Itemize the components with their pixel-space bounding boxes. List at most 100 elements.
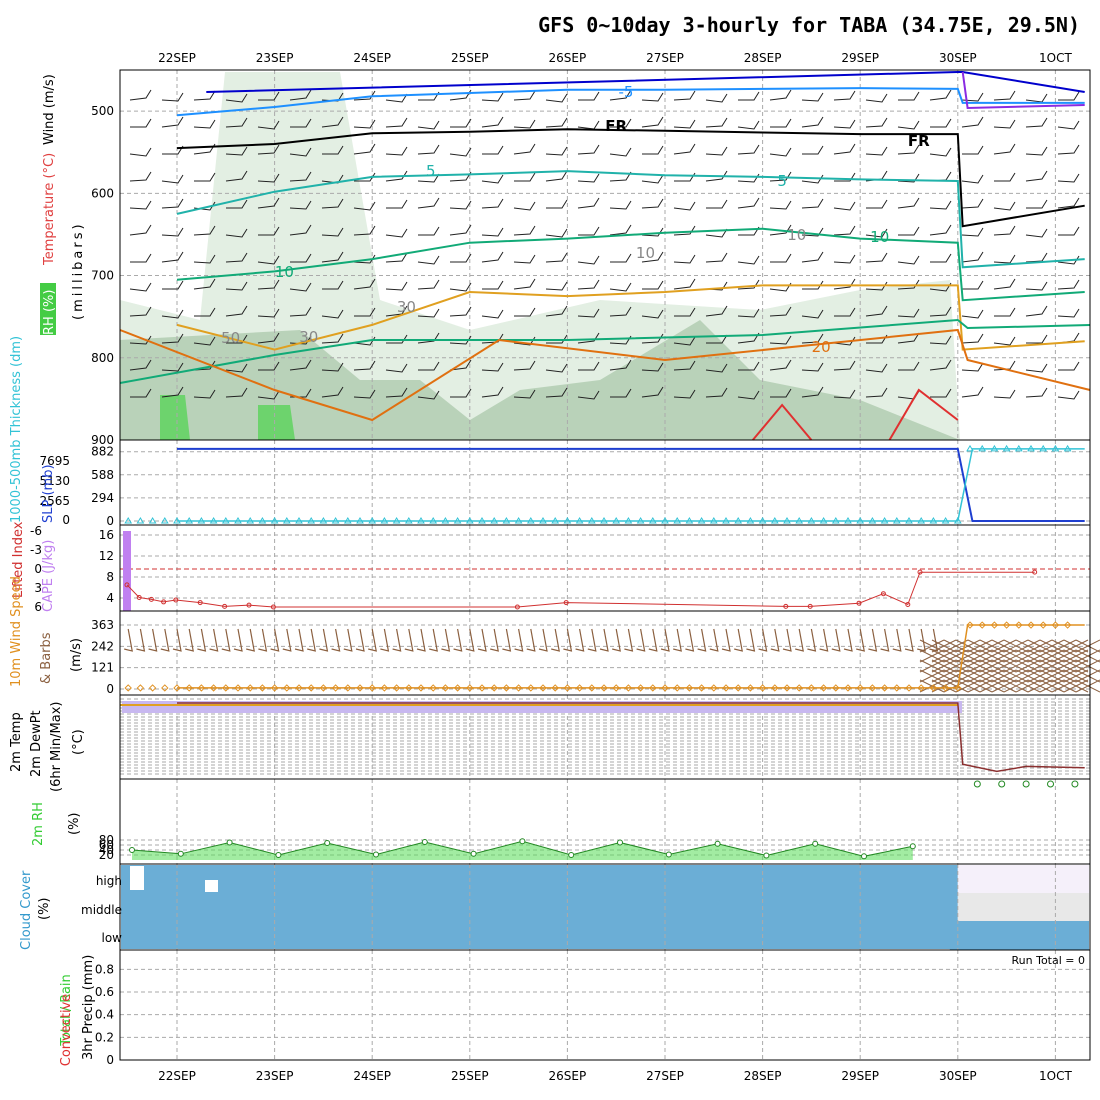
wind-speed-marker [514, 684, 523, 692]
thickness-marker [819, 517, 828, 524]
thickness-marker [380, 517, 389, 524]
thickness-marker [795, 517, 804, 524]
wind-barb [225, 281, 248, 291]
wind-barb [807, 628, 817, 652]
wind-barb [834, 172, 856, 182]
wind-barb [897, 197, 920, 209]
wind-speed-marker [636, 684, 645, 692]
wind-barb [385, 281, 408, 291]
wind-speed-marker [624, 684, 633, 692]
wind-barb [258, 361, 280, 371]
wind-barb [161, 333, 184, 344]
y-tick-label: 0 [106, 514, 114, 528]
thickness-marker [917, 517, 926, 524]
thickness-marker [770, 517, 779, 524]
wind-barb [782, 628, 792, 652]
wind-barb [545, 170, 568, 182]
wind-speed-marker [148, 684, 157, 692]
wind-barb [612, 628, 621, 652]
wind-barb [1026, 334, 1048, 344]
wind-barb [233, 628, 243, 652]
wind-barb [801, 362, 824, 372]
wind-barb [257, 173, 280, 183]
thickness-marker [1051, 444, 1060, 452]
wind-barb [385, 252, 408, 263]
cloud-gap [130, 866, 144, 890]
wind-barb [769, 335, 792, 345]
wind-speed-marker [380, 684, 389, 692]
y-tick-label: 700 [91, 269, 114, 283]
wind-speed-marker [1002, 621, 1011, 629]
date-tick-label: 25SEP [451, 51, 489, 65]
wind-barb [641, 174, 664, 184]
wind-barb [353, 278, 376, 290]
cloud-cell [957, 865, 1089, 893]
temperature-contours [119, 71, 1091, 441]
wind-barb [962, 145, 984, 155]
wind-barb [673, 336, 696, 346]
wind-barb [609, 89, 632, 101]
thickness-marker [160, 517, 169, 524]
wind-barb [321, 362, 344, 372]
wind-barb [226, 199, 248, 209]
thickness-marker [392, 517, 401, 524]
wind-barb [441, 628, 451, 652]
rh-point [861, 853, 867, 860]
minmax-label: (6hr Min/Max) [49, 702, 64, 792]
date-tick-label: 22SEP [158, 1069, 196, 1083]
wind-barb [802, 280, 824, 290]
wind-barb [1025, 170, 1048, 182]
thickness-label: 1000-500mb Thickness (dm) [9, 336, 24, 523]
thickness-marker [319, 517, 328, 524]
thickness-marker [209, 517, 218, 524]
wind-speed-marker [1015, 621, 1023, 629]
wind-barb [865, 305, 888, 317]
wind-speed-marker [941, 684, 950, 692]
wind-barb [801, 333, 824, 344]
wind-barb [129, 89, 152, 101]
wind-speed-marker [209, 684, 218, 692]
wind-barb [514, 172, 536, 182]
wind-barb [943, 679, 969, 693]
wind-speed-marker [807, 684, 816, 692]
lifted-index-point [161, 599, 167, 605]
wind-barb [513, 225, 536, 236]
lifted-index-point [514, 604, 520, 610]
wind-barb [417, 120, 440, 130]
wind-barb [833, 90, 856, 101]
wind-speed-marker [929, 684, 938, 692]
date-tick-label: 1OCT [1039, 51, 1072, 65]
wind-barb [551, 628, 560, 652]
wind-barb [673, 225, 696, 236]
wind-barb [289, 200, 312, 210]
y-tick-label: 600 [91, 186, 114, 200]
wind-barb [991, 649, 1017, 663]
wind-barb [979, 639, 1005, 653]
wind-barb [193, 389, 216, 399]
wind-barb [246, 628, 255, 652]
wind-barb [577, 390, 600, 400]
wind-barb [609, 224, 632, 236]
thickness-marker [502, 517, 511, 524]
wind-barb [563, 628, 573, 652]
y-tick-label: middle [81, 903, 122, 917]
wind-speed-marker [978, 621, 986, 629]
wind-speed-marker [588, 684, 596, 692]
upper-air-panel: -5 FR FR 5 5 10 10 10 10 30 30 50 20 500 600 700 800 900… [40, 69, 1091, 447]
wind-barb [1025, 228, 1048, 238]
wind-barb [929, 335, 952, 345]
wind-barb [258, 91, 280, 101]
thickness-marker [417, 517, 425, 524]
wind-barb [1075, 639, 1100, 653]
wind-barb [380, 628, 390, 652]
wind-barb [258, 226, 280, 236]
wind-barb [919, 639, 945, 653]
wind-barb [833, 225, 856, 236]
wind-barb [801, 386, 824, 398]
wind-speed-marker [612, 684, 620, 692]
wind-barb [769, 171, 792, 182]
wind-barb [697, 628, 707, 652]
total-rain-label: Total / Rain [59, 974, 74, 1047]
y-tick-label: 8 [106, 570, 114, 584]
rh-point [568, 852, 575, 858]
